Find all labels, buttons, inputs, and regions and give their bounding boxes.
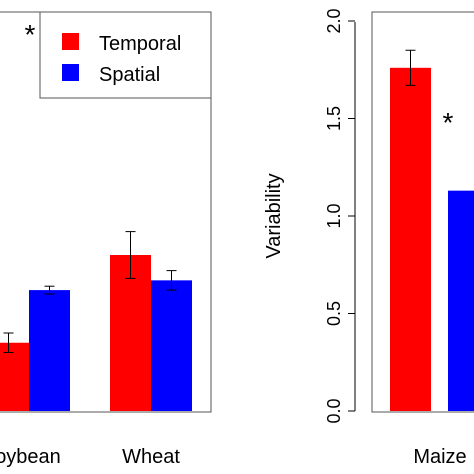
x-tick-label-wheat: Wheat	[122, 446, 180, 468]
left-annotation: *	[25, 19, 36, 50]
y-tick-label-0.5: 0.5	[324, 301, 344, 326]
y-tick-label-1.0: 1.0	[324, 203, 344, 228]
legend-label-temporal: Temporal	[99, 33, 181, 55]
y-tick-label-2.0: 2.0	[324, 8, 344, 33]
left-bar-wheat-spatial	[151, 280, 192, 411]
left-bar-soybean-temporal	[0, 342, 29, 411]
right-bar-maize-temporal	[390, 67, 431, 412]
left-panel: * Temporal Spatial oybean Wheat	[0, 11, 212, 468]
y-tick-label-0.0: 0.0	[324, 398, 344, 423]
right-bar-maize-spatial	[448, 190, 474, 411]
x-tick-label-maize: Maize	[413, 446, 466, 468]
right-annotation: *	[443, 107, 454, 138]
legend: Temporal Spatial	[39, 11, 212, 99]
right-plot-frame	[371, 11, 474, 413]
right-panel: 0.0 0.5 1.0 1.5 2.0 * Variability Maize	[263, 8, 474, 468]
left-bar-wheat-temporal	[110, 255, 151, 411]
left-bar-soybean-spatial	[29, 290, 70, 411]
legend-box	[39, 11, 212, 99]
y-tick-label-1.5: 1.5	[324, 106, 344, 131]
legend-label-spatial: Spatial	[99, 64, 160, 86]
legend-swatch-temporal	[62, 33, 79, 50]
y-axis-label: Variability	[263, 173, 285, 258]
legend-swatch-spatial	[62, 64, 79, 81]
x-tick-label-soybean: oybean	[0, 446, 61, 468]
